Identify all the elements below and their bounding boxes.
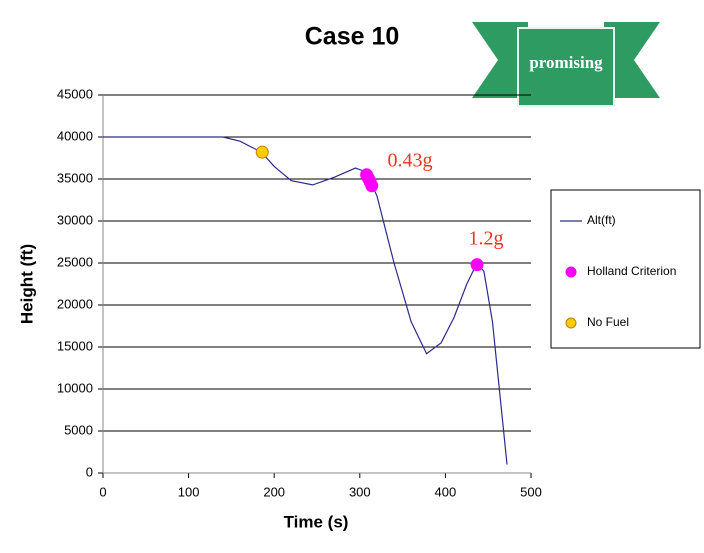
x-tick-label: 100 <box>178 484 200 499</box>
line <box>103 136 508 465</box>
x-tick-label: 500 <box>520 484 542 499</box>
annotation: 0.43g <box>388 150 433 172</box>
point <box>470 258 484 272</box>
badge: promising <box>472 22 660 107</box>
y-axis-label: Height (ft) <box>17 244 36 324</box>
legend-label: Holland Criterion <box>587 264 676 278</box>
ribbon-tail <box>604 22 660 98</box>
legend-swatch <box>565 317 577 329</box>
y-tick-label: 40000 <box>57 128 93 143</box>
legend-swatch <box>565 266 577 278</box>
ribbon-tail <box>472 22 528 98</box>
y-tick-label: 10000 <box>57 380 93 395</box>
legend-label: No Fuel <box>587 315 629 329</box>
point <box>255 145 269 159</box>
y-tick-label: 45000 <box>57 86 93 101</box>
x-tick-label: 0 <box>99 484 106 499</box>
y-tick-label: 15000 <box>57 338 93 353</box>
chart-title: Case 10 <box>305 23 400 51</box>
y-tick-label: 35000 <box>57 170 93 185</box>
x-axis-label: Time (s) <box>284 512 349 531</box>
x-tick-label: 400 <box>435 484 457 499</box>
ribbon-scroll <box>517 27 615 107</box>
y-tick-label: 5000 <box>64 422 93 437</box>
legend-label: Alt(ft) <box>587 213 616 227</box>
x-tick-label: 300 <box>349 484 371 499</box>
x-tick-label: 200 <box>263 484 285 499</box>
y-tick-label: 0 <box>86 464 93 479</box>
badge-text: promising <box>529 53 603 72</box>
point <box>365 179 379 193</box>
annotation: 1.2g <box>469 228 504 250</box>
y-tick-label: 20000 <box>57 296 93 311</box>
y-tick-label: 30000 <box>57 212 93 227</box>
y-tick-label: 25000 <box>57 254 93 269</box>
